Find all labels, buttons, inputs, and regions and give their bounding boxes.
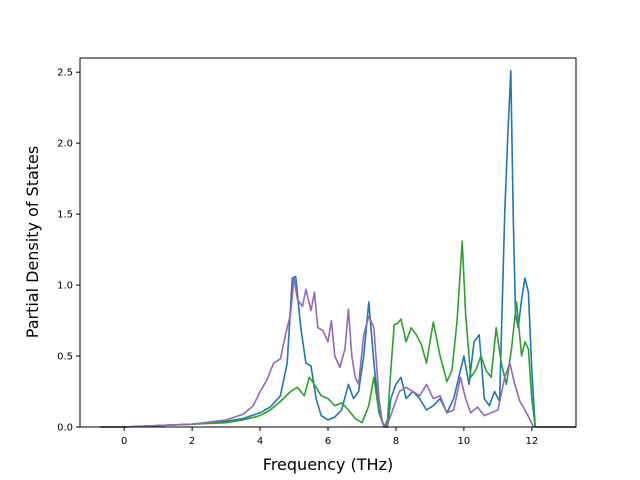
series-line-2 [100, 240, 576, 428]
x-tick-label: 10 [458, 436, 471, 447]
y-tick-label: 0.5 [57, 352, 73, 363]
plot-lines [100, 70, 576, 428]
x-axis-ticks: 0 2 4 6 8 10 12 [121, 427, 538, 447]
y-tick-label: 2.5 [57, 68, 73, 79]
series-line-3 [100, 277, 576, 428]
series-line-1 [100, 70, 576, 428]
x-tick-label: 6 [325, 436, 331, 447]
x-tick-label: 0 [121, 436, 127, 447]
y-axis-label: Partial Density of States [23, 146, 42, 338]
x-tick-label: 12 [525, 436, 538, 447]
y-tick-label: 0.0 [57, 423, 73, 434]
y-tick-label: 2.0 [57, 139, 73, 150]
y-axis-ticks: 0.0 0.5 1.0 1.5 2.0 2.5 [57, 68, 80, 434]
y-tick-label: 1.5 [57, 210, 73, 221]
x-tick-label: 2 [189, 436, 195, 447]
x-tick-label: 8 [393, 436, 399, 447]
x-axis-label: Frequency (THz) [263, 455, 393, 474]
y-tick-label: 1.0 [57, 281, 73, 292]
x-tick-label: 4 [257, 436, 263, 447]
